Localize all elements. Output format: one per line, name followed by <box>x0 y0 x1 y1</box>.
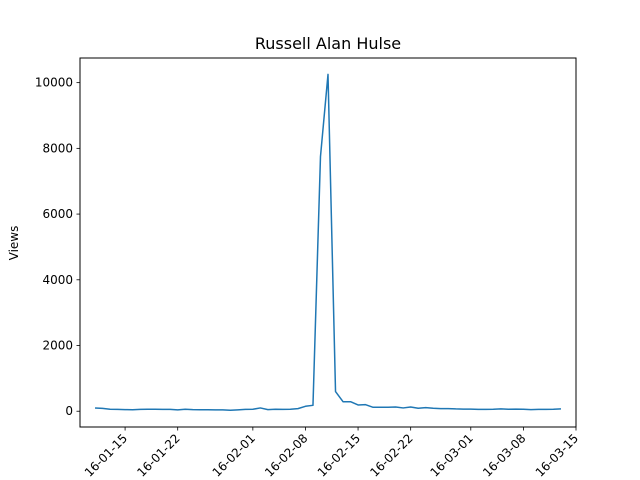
plot-area <box>94 73 562 411</box>
series-line-0 <box>94 73 562 411</box>
y-tick-label: 2000 <box>42 339 73 353</box>
y-tick-label: 6000 <box>42 207 73 221</box>
chart-title: Russell Alan Hulse <box>255 34 401 53</box>
y-tick-label: 0 <box>65 404 73 418</box>
y-tick-label: 4000 <box>42 273 73 287</box>
plot-frame <box>79 57 577 428</box>
y-tick-label: 8000 <box>42 141 73 155</box>
y-tick-label: 10000 <box>35 76 73 90</box>
y-axis-label: Views <box>7 226 21 261</box>
